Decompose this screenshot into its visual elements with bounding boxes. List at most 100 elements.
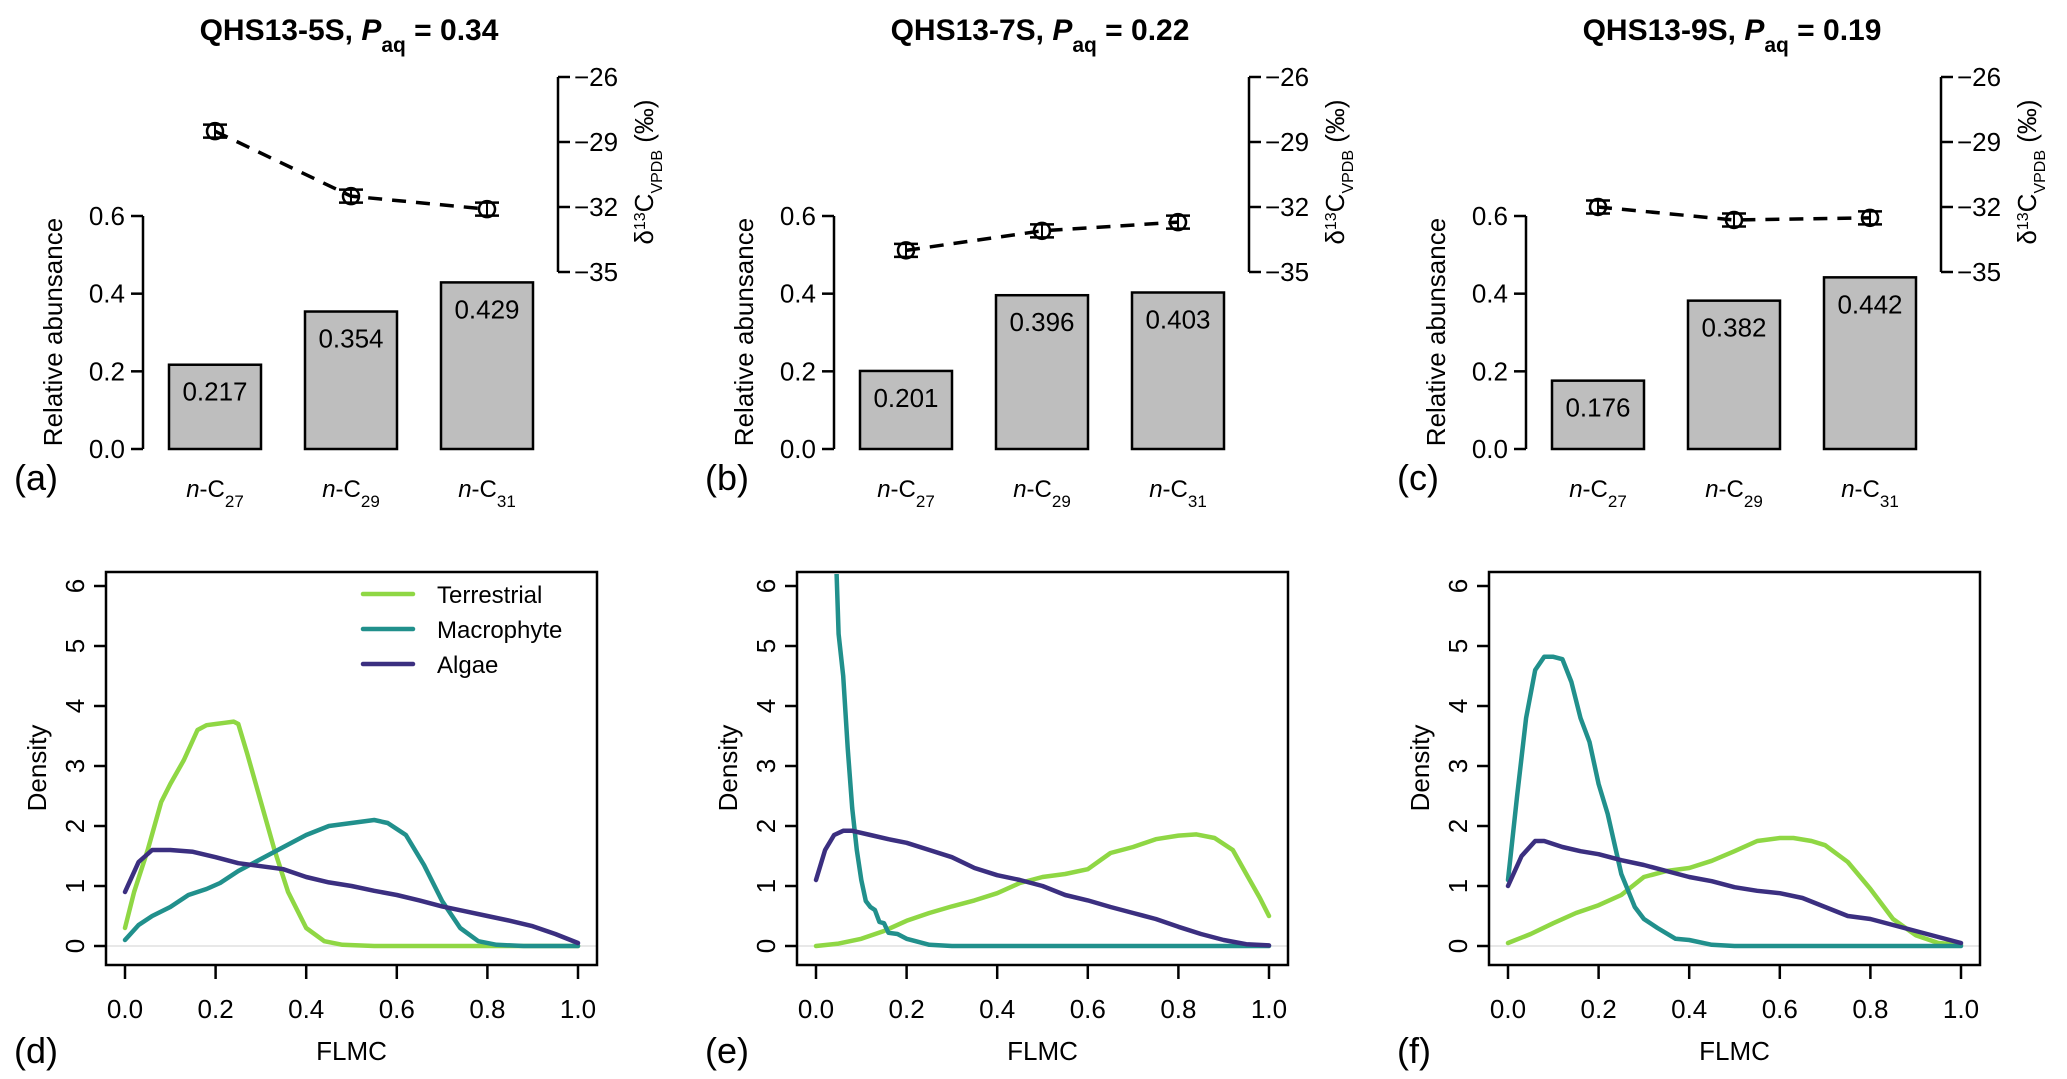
isotope-superscript: 13: [1323, 212, 1340, 230]
category-label: n-C31: [1149, 476, 1207, 511]
panel-letter: (c): [1397, 457, 1439, 498]
carbon-symbol: C: [1320, 194, 1350, 213]
x-tick-label: 0.6: [1762, 994, 1798, 1024]
y-tick-label: 0.2: [89, 356, 125, 386]
panel-title: QHS13-7S, Paq = 0.22: [891, 14, 1190, 57]
y-tick-label: 6: [751, 579, 781, 593]
category-base: -C: [472, 476, 497, 503]
delta13c-point: [1860, 208, 1880, 228]
category-subscript: 31: [1188, 492, 1207, 511]
category-prefix: n: [1569, 476, 1582, 503]
vpdb-subscript: VPDB: [2032, 150, 2049, 194]
bar-value-label: 0.442: [1837, 289, 1902, 319]
density-curve-terrestrial: [122, 719, 581, 949]
y-tick-label: 1: [751, 879, 781, 893]
delta13c-point: [1724, 210, 1744, 230]
y2-tick-label: −32: [1265, 192, 1309, 222]
y2-axis-label: δ13CVPDB (‰): [1320, 99, 1357, 244]
x-axis-label: FLMC: [1699, 1036, 1770, 1066]
y-tick-label: 5: [1443, 639, 1473, 653]
category-base: -C: [1855, 476, 1880, 503]
category-subscript: 29: [361, 492, 380, 511]
bar: [167, 363, 263, 451]
category-label: n-C27: [186, 476, 244, 511]
p-value: = 0.22: [1097, 14, 1190, 47]
y2-tick-label: −32: [1957, 192, 2001, 222]
bar-panel-b: QHS13-7S, Paq = 0.22 0.0 0.2 0.4 0.6 Relative…: [705, 14, 1357, 511]
density-panel-f: 0 1 2 3 4 5 6 Density 0.0 0.2 0.4 0.6 0.8 1.0 FLMC (f): [1397, 570, 1982, 1071]
bar: [439, 281, 535, 451]
y-tick-label: 0: [60, 939, 90, 953]
y2-tick-label: −29: [574, 127, 618, 157]
category-base: -C: [1163, 476, 1188, 503]
y-axis-label: Relative abunsance: [729, 218, 759, 446]
p-value: = 0.19: [1789, 14, 1882, 47]
bar: [1686, 299, 1782, 451]
category-prefix: n: [1149, 476, 1162, 503]
permil-unit: (‰): [2012, 99, 2042, 150]
x-tick-label: 1.0: [1251, 994, 1287, 1024]
density-curve-terrestrial: [1505, 835, 1964, 948]
bar-value-label: 0.403: [1145, 305, 1210, 335]
sample-name: QHS13-9S,: [1583, 14, 1745, 47]
density-curve-terrestrial: [813, 832, 1272, 949]
y2-axis-label: δ13CVPDB (‰): [2012, 99, 2049, 244]
x-tick-label: 0.4: [288, 994, 324, 1024]
y-tick-label: 6: [60, 579, 90, 593]
y2-axis-label: δ13CVPDB (‰): [629, 99, 666, 244]
y-tick-label: 5: [60, 639, 90, 653]
x-tick-label: 0.2: [889, 994, 925, 1024]
category-label: n-C27: [1569, 476, 1627, 511]
y-tick-label: 4: [1443, 699, 1473, 713]
category-subscript: 27: [916, 492, 935, 511]
category-subscript: 29: [1052, 492, 1071, 511]
bar: [858, 369, 954, 451]
x-tick-label: 0.8: [1852, 994, 1888, 1024]
y2-tick-label: −26: [1265, 62, 1309, 92]
x-tick-label: 0.6: [1070, 994, 1106, 1024]
x-tick-label: 0.0: [1490, 994, 1526, 1024]
x-tick-label: 0.2: [198, 994, 234, 1024]
delta13c-line: [905, 220, 1179, 253]
delta-symbol: δ: [2012, 230, 2042, 244]
bar-value-label: 0.217: [182, 377, 247, 407]
y-tick-label: 3: [60, 759, 90, 773]
category-base: -C: [336, 476, 361, 503]
category-base: -C: [200, 476, 225, 503]
y2-tick-label: −26: [574, 62, 618, 92]
legend-label: Macrophyte: [437, 617, 562, 644]
density-panel-e: 0 1 2 3 4 5 6 Density 0.0 0.2 0.4 0.6 0.8 1.0 FLMC (e): [705, 570, 1290, 1071]
delta13c-point: [341, 186, 361, 206]
y-axis-label: Density: [1405, 725, 1435, 812]
y-tick-label: 4: [60, 699, 90, 713]
y-axis-label: Density: [713, 725, 743, 812]
y-tick-label: 5: [751, 639, 781, 653]
y-tick-label: 0.6: [89, 201, 125, 231]
y-axis-label: Density: [22, 725, 52, 812]
bar: [1550, 379, 1646, 451]
category-prefix: n: [458, 476, 471, 503]
bar-value-label: 0.382: [1701, 313, 1766, 343]
x-tick-label: 0.4: [979, 994, 1015, 1024]
bar-value-label: 0.176: [1565, 393, 1630, 423]
y-tick-label: 2: [1443, 819, 1473, 833]
y-tick-label: 0.6: [780, 201, 816, 231]
y-tick-label: 0.0: [780, 434, 816, 464]
density-curve-algae: [813, 828, 1272, 948]
y-tick-label: 0.0: [1472, 434, 1508, 464]
category-label: n-C29: [1013, 476, 1071, 511]
category-prefix: n: [322, 476, 335, 503]
sample-name: QHS13-7S,: [891, 14, 1053, 47]
bar: [994, 293, 1090, 451]
sample-name: QHS13-5S,: [200, 14, 362, 47]
x-tick-label: 0.0: [107, 994, 143, 1024]
panel-letter: (f): [1397, 1030, 1431, 1071]
category-label: n-C31: [458, 476, 516, 511]
x-tick-label: 0.6: [379, 994, 415, 1024]
bar-value-label: 0.201: [873, 383, 938, 413]
density-curve-macrophyte: [1505, 654, 1964, 949]
x-tick-label: 0.0: [798, 994, 834, 1024]
bar-value-label: 0.354: [318, 324, 383, 354]
bar: [1130, 291, 1226, 451]
